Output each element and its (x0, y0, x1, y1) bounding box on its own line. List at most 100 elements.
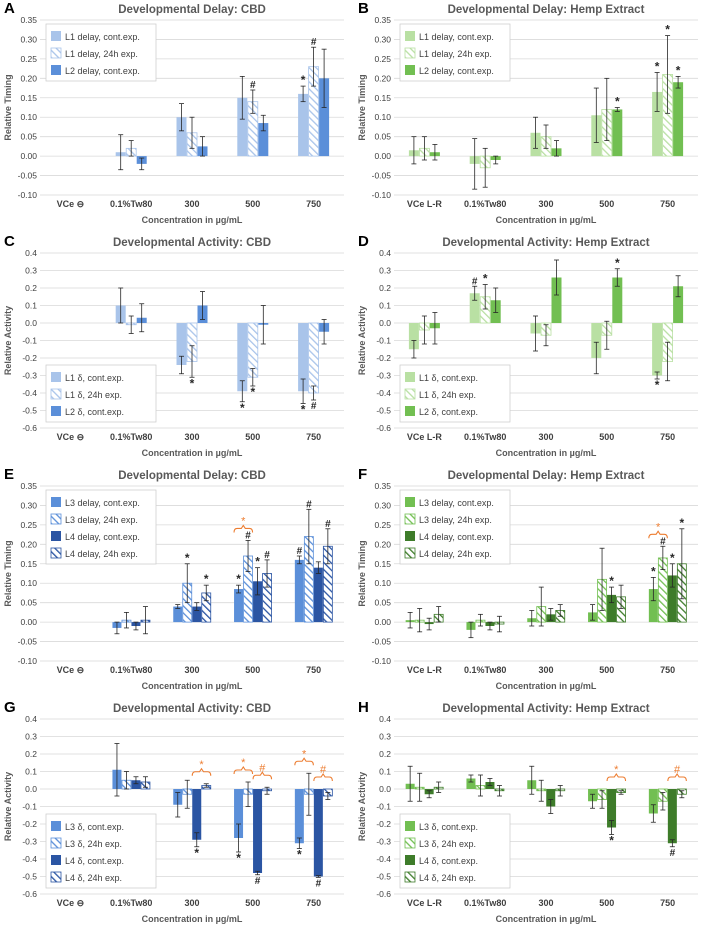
x-tick-label: 750 (660, 199, 675, 209)
y-tick-label: 0.05 (20, 132, 37, 142)
y-tick-label: 0.4 (25, 248, 37, 258)
significance-mark: * (655, 60, 660, 74)
x-tick-label: 750 (306, 432, 321, 442)
x-tick-label: 300 (184, 199, 199, 209)
bar (667, 789, 677, 844)
significance-mark: * (615, 95, 620, 109)
legend-label: L1 δ, 24h exp. (419, 390, 476, 400)
y-tick-label: -0.10 (18, 656, 38, 666)
bracket-label: * (302, 748, 307, 760)
legend-swatch (51, 531, 61, 541)
y-tick-label: -0.2 (376, 819, 391, 829)
y-tick-label: 0.1 (379, 767, 391, 777)
legend-label: L4 delay, 24h exp. (419, 549, 492, 559)
x-axis-label: Concentration in µg/mL (142, 448, 243, 458)
bar (466, 778, 476, 789)
x-tick-label: 750 (660, 898, 675, 908)
panel-label: D (358, 233, 369, 250)
y-tick-label: 0.3 (379, 266, 391, 276)
significance-mark: * (665, 23, 670, 37)
significance-mark: * (301, 73, 306, 87)
y-tick-label: -0.1 (376, 336, 391, 346)
y-tick-label: 0.00 (20, 617, 37, 627)
x-tick-label: VCe L-R (407, 432, 443, 442)
significance-mark: * (670, 551, 675, 565)
bar (612, 277, 623, 323)
legend-label: L1 delay, 24h exp. (65, 49, 138, 59)
bar (308, 322, 320, 394)
x-tick-label: VCe L-R (407, 199, 443, 209)
y-tick-label: 0.0 (379, 318, 391, 328)
chart-title: Developmental Delay: Hemp Extract (448, 4, 645, 16)
bar (551, 277, 562, 323)
bar (176, 117, 187, 157)
bar (258, 123, 269, 157)
x-tick-label: 300 (184, 432, 199, 442)
significance-mark: * (680, 516, 685, 530)
legend-label: L4 delay, cont.exp. (419, 532, 494, 542)
y-tick-label: 0.30 (20, 34, 37, 44)
legend-label: L3 delay, cont.exp. (419, 498, 494, 508)
y-tick-label: 0.00 (374, 617, 391, 627)
bar (408, 323, 419, 350)
legend-label: L3 delay, cont.exp. (65, 498, 140, 508)
chart-panel-d: D -0.6 -0.5 -0.4 -0.3 -0.2 -0.1 0.0 0.1 0.2 0.3 0.4… (354, 233, 708, 466)
y-tick-label: 0.4 (25, 714, 37, 724)
bar (253, 581, 263, 623)
y-axis-label: Relative Timing (3, 74, 13, 140)
bar (192, 606, 202, 623)
legend (45, 364, 157, 423)
significance-mark: * (185, 551, 190, 565)
chart-panel-c: C -0.6 -0.5 -0.4 -0.3 -0.2 -0.1 0.0 0.1 0.2 0.3 0.4… (0, 233, 354, 466)
legend-swatch (50, 547, 62, 559)
y-tick-label: 0.25 (20, 54, 37, 64)
y-tick-label: 0.05 (374, 132, 391, 142)
panel-label: A (4, 0, 15, 17)
legend-label: L1 δ, 24h exp. (65, 390, 122, 400)
y-tick-label: -0.10 (372, 656, 392, 666)
x-tick-label: 300 (538, 199, 553, 209)
significance-mark: # (250, 80, 256, 91)
bracket-label: * (656, 521, 661, 533)
legend-label: L2 delay, cont.exp. (419, 66, 494, 76)
legend-label: L3 δ, 24h exp. (419, 839, 476, 849)
x-axis-label: Concentration in µg/mL (496, 215, 597, 225)
legend-swatch (405, 31, 415, 41)
x-tick-label: VCe ⊖ (57, 898, 85, 908)
significance-mark: # (311, 401, 317, 412)
chart-svg: -0.10 -0.05 0.00 0.05 0.10 0.15 0.20 0.25 0.30 0.… (3, 470, 344, 691)
legend-swatch (51, 497, 61, 507)
x-tick-label: 500 (245, 432, 260, 442)
y-axis-label: Relative Activity (3, 306, 13, 375)
legend (399, 23, 511, 82)
y-tick-label: 0.3 (25, 266, 37, 276)
y-tick-label: 0.35 (374, 481, 391, 491)
comparison-bracket (294, 757, 314, 766)
bar (313, 567, 323, 623)
legend-label: L1 delay, 24h exp. (419, 49, 492, 59)
bar (298, 93, 309, 157)
legend-label: L4 delay, cont.exp. (65, 532, 140, 542)
legend-swatch (405, 65, 415, 75)
y-tick-label: -0.5 (22, 872, 37, 882)
x-tick-label: 0.1%Tw80 (110, 665, 152, 675)
bar (591, 323, 602, 358)
significance-mark: # (306, 499, 312, 510)
chart-svg: -0.6 -0.5 -0.4 -0.3 -0.2 -0.1 0.0 0.1 0.2 0.3 0.4 D… (357, 703, 698, 924)
significance-mark: # (264, 550, 270, 561)
y-tick-label: -0.10 (372, 190, 392, 200)
chart-title: Developmental Activity: CBD (113, 703, 271, 715)
bar (652, 91, 663, 157)
bracket-label: * (241, 757, 246, 769)
legend-label: L2 δ, cont.exp. (419, 407, 478, 417)
y-tick-label: -0.5 (22, 406, 37, 416)
bar (237, 97, 248, 157)
significance-mark: # (255, 876, 261, 887)
legend-swatch (404, 513, 416, 525)
y-tick-label: 0.2 (379, 283, 391, 293)
significance-mark: * (483, 272, 488, 286)
x-tick-label: 300 (184, 898, 199, 908)
significance-mark: # (472, 276, 478, 287)
legend-swatch (405, 497, 415, 507)
panel-label: B (358, 0, 369, 17)
